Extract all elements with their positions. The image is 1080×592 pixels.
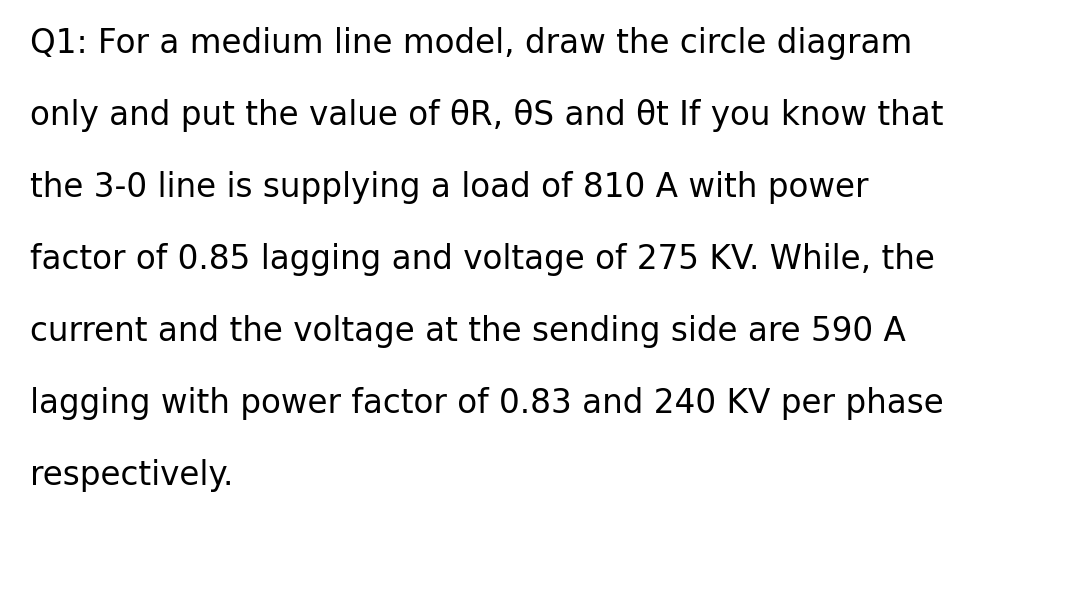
- Text: the 3-0 line is supplying a load of 810 A with power: the 3-0 line is supplying a load of 810 …: [30, 170, 868, 204]
- Text: current and the voltage at the sending side are 590 A: current and the voltage at the sending s…: [30, 314, 906, 348]
- Text: respectively.: respectively.: [30, 459, 233, 491]
- Text: lagging with power factor of 0.83 and 240 KV per phase: lagging with power factor of 0.83 and 24…: [30, 387, 944, 420]
- Text: only and put the value of θR, θS and θt If you know that: only and put the value of θR, θS and θt …: [30, 99, 944, 131]
- Text: Q1: For a medium line model, draw the circle diagram: Q1: For a medium line model, draw the ci…: [30, 27, 913, 60]
- Text: factor of 0.85 lagging and voltage of 275 KV. While, the: factor of 0.85 lagging and voltage of 27…: [30, 243, 935, 276]
